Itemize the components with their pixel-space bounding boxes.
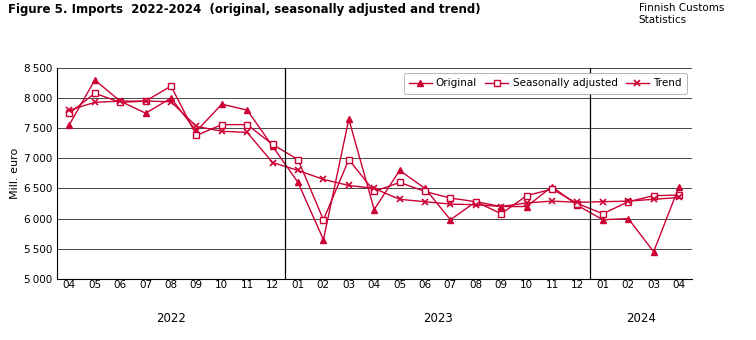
Trend	[624, 199, 633, 203]
Original	[446, 218, 455, 222]
Seasonally adjusted	[497, 212, 506, 216]
Seasonally adjusted	[649, 194, 658, 198]
Original	[649, 250, 658, 254]
Original	[624, 217, 633, 221]
Seasonally adjusted	[395, 181, 404, 185]
Trend	[141, 99, 150, 103]
Original	[573, 203, 582, 207]
Text: 2022: 2022	[156, 312, 186, 325]
Seasonally adjusted	[344, 157, 353, 162]
Line: Seasonally adjusted: Seasonally adjusted	[67, 83, 682, 223]
Trend	[217, 129, 226, 133]
Trend	[192, 124, 201, 129]
Original	[217, 102, 226, 106]
Seasonally adjusted	[192, 133, 201, 137]
Y-axis label: Mill. euro: Mill. euro	[10, 148, 20, 199]
Original	[166, 96, 175, 100]
Seasonally adjusted	[90, 91, 99, 95]
Original	[547, 185, 556, 189]
Original	[192, 129, 201, 133]
Original	[293, 181, 302, 185]
Trend	[674, 195, 683, 200]
Trend	[370, 186, 379, 190]
Original	[395, 168, 404, 172]
Trend	[547, 199, 556, 203]
Trend	[344, 183, 353, 187]
Seasonally adjusted	[319, 218, 328, 222]
Trend	[446, 202, 455, 206]
Text: 2023: 2023	[423, 312, 453, 325]
Trend	[420, 200, 429, 204]
Seasonally adjusted	[598, 212, 607, 216]
Trend	[522, 201, 531, 205]
Trend	[65, 108, 74, 112]
Seasonally adjusted	[522, 194, 531, 198]
Seasonally adjusted	[217, 123, 226, 127]
Trend	[293, 168, 302, 172]
Original	[471, 200, 480, 204]
Seasonally adjusted	[370, 189, 379, 193]
Seasonally adjusted	[471, 200, 480, 204]
Seasonally adjusted	[547, 187, 556, 191]
Original	[90, 78, 99, 82]
Trend	[598, 200, 607, 204]
Trend	[268, 160, 277, 165]
Text: Figure 5. Imports  2022-2024  (original, seasonally adjusted and trend): Figure 5. Imports 2022-2024 (original, s…	[8, 3, 480, 16]
Original	[141, 111, 150, 115]
Seasonally adjusted	[420, 189, 429, 193]
Trend	[649, 197, 658, 201]
Seasonally adjusted	[268, 142, 277, 147]
Trend	[471, 203, 480, 207]
Seasonally adjusted	[243, 123, 252, 127]
Trend	[319, 177, 328, 182]
Text: Finnish Customs
Statistics: Finnish Customs Statistics	[639, 3, 724, 25]
Seasonally adjusted	[166, 84, 175, 88]
Original	[65, 123, 74, 127]
Trend	[243, 131, 252, 135]
Seasonally adjusted	[141, 99, 150, 103]
Original	[243, 108, 252, 112]
Trend	[166, 100, 175, 104]
Seasonally adjusted	[293, 157, 302, 162]
Original	[522, 204, 531, 208]
Seasonally adjusted	[116, 100, 125, 104]
Original	[344, 117, 353, 121]
Original	[370, 207, 379, 211]
Original	[319, 238, 328, 242]
Original	[674, 185, 683, 189]
Original	[420, 186, 429, 190]
Seasonally adjusted	[674, 193, 683, 197]
Seasonally adjusted	[446, 196, 455, 200]
Original	[116, 99, 125, 103]
Trend	[497, 204, 506, 208]
Trend	[116, 99, 125, 103]
Seasonally adjusted	[624, 200, 633, 204]
Original	[268, 144, 277, 148]
Legend: Original, Seasonally adjusted, Trend: Original, Seasonally adjusted, Trend	[404, 73, 686, 94]
Original	[497, 204, 506, 208]
Line: Trend: Trend	[67, 98, 682, 209]
Original	[598, 218, 607, 222]
Trend	[573, 200, 582, 204]
Trend	[395, 197, 404, 201]
Trend	[90, 100, 99, 104]
Text: 2024: 2024	[626, 312, 656, 325]
Line: Original: Original	[67, 77, 682, 254]
Seasonally adjusted	[573, 202, 582, 206]
Seasonally adjusted	[65, 111, 74, 115]
